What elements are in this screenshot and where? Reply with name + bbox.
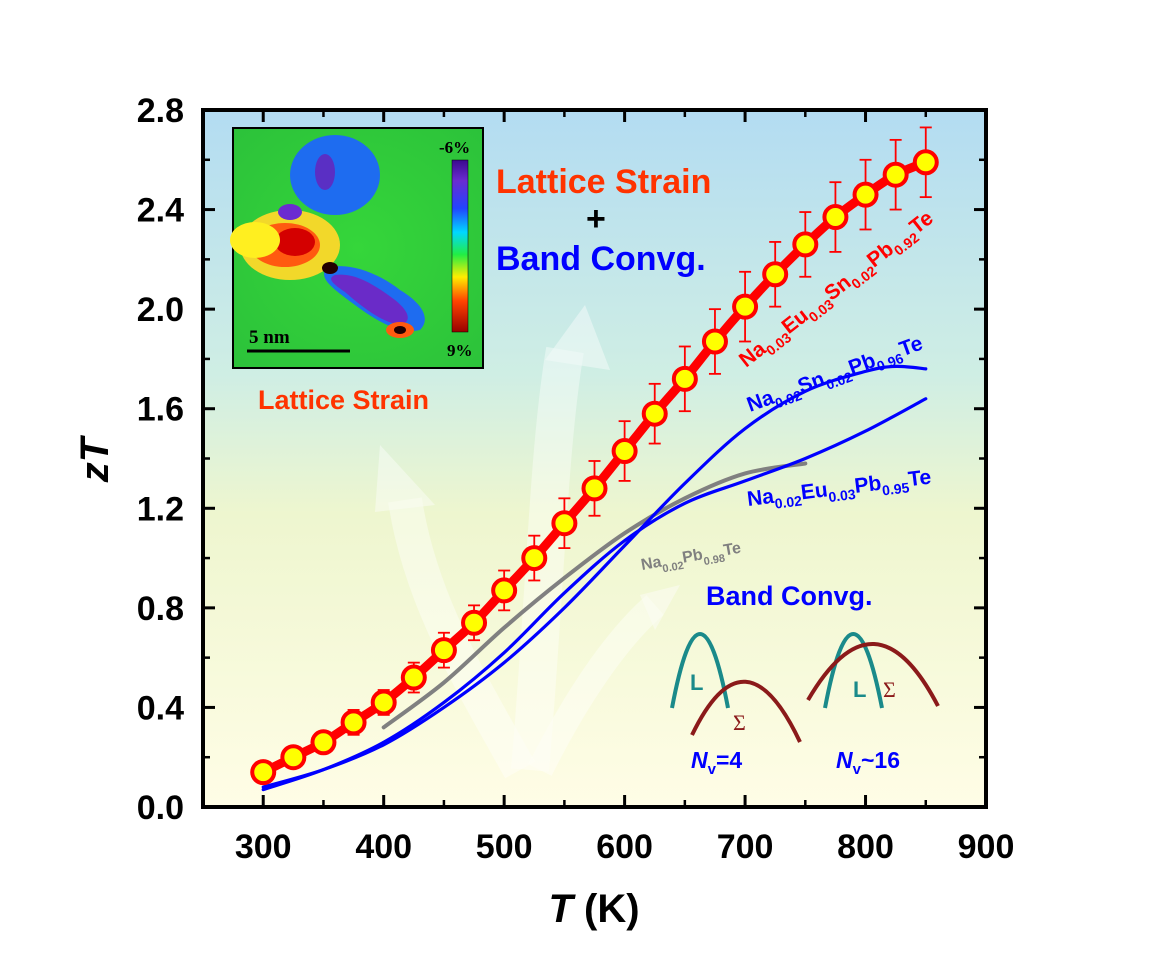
x-tick-label: 600 <box>596 828 653 866</box>
y-tick-label: 1.2 <box>137 490 184 528</box>
label-lattice-strain: Lattice Strain <box>258 385 429 415</box>
y-tick-label: 2.0 <box>137 291 184 329</box>
label-na-pbte: Na0.02Pb0.98Te <box>640 540 744 579</box>
label-subscript: 0.03 <box>827 486 856 505</box>
nv-right-sub: v <box>853 761 862 778</box>
data-point <box>310 729 337 756</box>
title-plus: + <box>586 200 606 238</box>
data-point <box>852 181 879 208</box>
y-axis-title-symbol: T <box>73 434 117 462</box>
data-point <box>280 744 307 771</box>
label-na-eu-pbte: Na0.02Eu0.03Pb0.95Te <box>746 466 933 515</box>
nv-right-symbol: N <box>836 747 853 773</box>
nv-left-label: Nv=4 <box>691 747 742 778</box>
x-axis-title-unit: (K) <box>573 887 640 931</box>
nv-right-label: Nv~16 <box>836 747 900 778</box>
label-subscript: 0.02 <box>662 560 685 576</box>
band-sigma-left: Σ <box>733 710 746 735</box>
nv-left-value: =4 <box>716 747 742 773</box>
nv-left-symbol: N <box>691 747 708 773</box>
label-subscript: 0.02 <box>774 492 803 511</box>
data-point <box>551 510 578 537</box>
label-element: Na <box>640 554 663 574</box>
series-line-na-eu-pbte <box>261 397 928 792</box>
data-point <box>882 161 909 188</box>
x-tick-label: 700 <box>717 828 774 866</box>
nv-left-sub: v <box>708 761 717 778</box>
band-L-left: L <box>690 670 703 695</box>
band-schematic-right: L Σ <box>806 632 940 709</box>
data-point <box>370 689 397 716</box>
x-tick-label: 900 <box>958 828 1015 866</box>
data-point <box>491 577 518 604</box>
data-point <box>581 475 608 502</box>
y-axis-title: zT <box>73 434 117 483</box>
data-point <box>430 637 457 664</box>
series-line-na-sn-pbte <box>261 364 928 789</box>
data-point <box>340 709 367 736</box>
data-point <box>461 609 488 636</box>
label-element: Na <box>746 485 776 511</box>
label-subscript: 0.98 <box>703 553 726 569</box>
label-element: Te <box>722 540 742 560</box>
label-element: Te <box>907 466 933 492</box>
x-tick-label: 500 <box>476 828 533 866</box>
strain-map-inset: -6% 9% 5 nm <box>230 127 484 369</box>
data-point <box>912 149 939 176</box>
label-subscript: 0.95 <box>881 479 910 498</box>
x-tick-label: 400 <box>355 828 412 866</box>
data-point <box>732 293 759 320</box>
label-element: Pb <box>681 546 704 566</box>
x-axis-title-symbol: T <box>548 887 576 931</box>
data-point <box>762 261 789 288</box>
data-point <box>641 400 668 427</box>
band-L-right: L <box>853 677 866 702</box>
data-point <box>701 328 728 355</box>
x-tick-label: 300 <box>235 828 292 866</box>
y-tick-label: 2.8 <box>137 92 184 130</box>
data-point <box>822 204 849 231</box>
y-tick-label: 2.4 <box>137 192 184 230</box>
y-tick-label: 0.4 <box>137 689 184 727</box>
ticks-layer: 300 400 500 600 700 800 900 0.0 0.4 0.8 1.2 1.6 2.0 2… <box>137 92 1015 866</box>
label-band-convergence: Band Convg. <box>706 581 873 611</box>
y-tick-label: 1.6 <box>137 391 184 429</box>
data-point <box>671 365 698 392</box>
label-element: Eu <box>800 478 829 504</box>
x-tick-label: 800 <box>837 828 894 866</box>
series-layer <box>250 126 939 792</box>
title-lattice-strain: Lattice Strain <box>496 163 711 201</box>
x-axis-title: T (K) <box>548 887 639 931</box>
colorbar-top-label: -6% <box>439 138 470 157</box>
data-point <box>792 231 819 258</box>
y-tick-label: 0.8 <box>137 590 184 628</box>
band-sigma-right: Σ <box>883 677 896 702</box>
label-element: Pb <box>853 472 882 498</box>
series-line-na-pbte <box>381 461 808 730</box>
data-point <box>250 759 277 786</box>
data-point <box>521 545 548 572</box>
band-schematic-left: L Σ <box>670 632 802 743</box>
title-band-convergence: Band Convg. <box>496 240 706 278</box>
y-axis-title-prefix: z <box>73 462 117 483</box>
colorbar-bottom-label: 9% <box>447 341 473 360</box>
nv-right-value: ~16 <box>861 747 900 773</box>
y-tick-label: 0.0 <box>137 789 184 827</box>
data-point <box>400 664 427 691</box>
scale-bar-label: 5 nm <box>249 327 290 348</box>
data-point <box>611 438 638 465</box>
